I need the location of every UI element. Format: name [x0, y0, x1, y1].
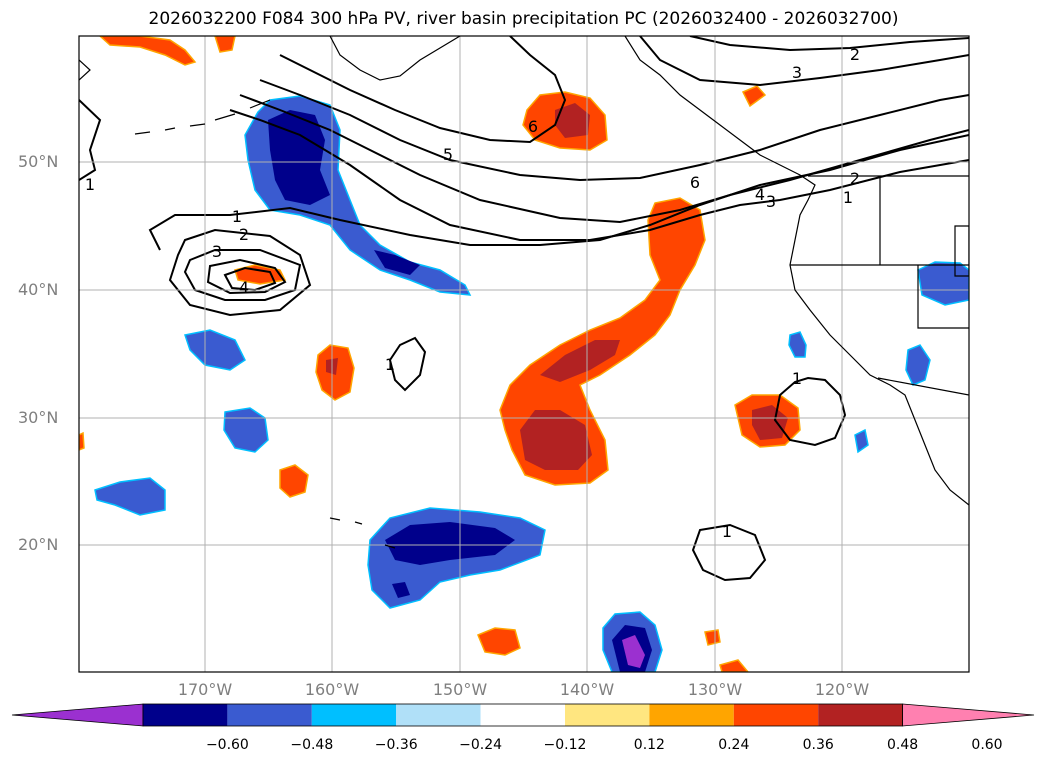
- colorbar-extend-high: [902, 703, 1035, 727]
- colorbar-extend-low: [11, 703, 144, 727]
- contour-label: 2: [850, 45, 860, 64]
- contour-label: 1: [722, 522, 732, 541]
- colorbar-cell: [143, 704, 228, 726]
- colorbar-cell: [565, 704, 650, 726]
- gridlines: [79, 36, 969, 672]
- contour-label: 3: [212, 242, 222, 261]
- contour-label: 2: [239, 225, 249, 244]
- colorbar-cell: [227, 704, 312, 726]
- lat-label: 40°N: [18, 280, 59, 299]
- contour-label: 5: [443, 145, 453, 164]
- lat-label: 50°N: [18, 152, 59, 171]
- contour-label: 1: [843, 188, 853, 207]
- colorbar-tick-label: 0.12: [633, 737, 665, 753]
- pv-contours: [79, 36, 969, 582]
- contour-label: 3: [792, 63, 802, 82]
- contour-label: 2: [850, 169, 860, 188]
- contour-label: 3: [766, 192, 776, 211]
- contour-label: 1: [385, 355, 395, 374]
- colorbar-tick-label: −0.60: [205, 737, 249, 753]
- colorbar-cell: [480, 704, 565, 726]
- colorbar-cell: [649, 704, 734, 726]
- map-plot: 1 2 3 4 5 6 6 4 3 1 2 3 2 1 1 1 1: [78, 35, 970, 673]
- contour-label: 1: [232, 207, 242, 226]
- colorbar-cell: [396, 704, 481, 726]
- contour-label: 1: [792, 369, 802, 388]
- colorbar-tick-label: −0.12: [543, 737, 587, 753]
- contour-labels: 1 2 3 4 5 6 6 4 3 1 2 3 2 1 1 1 1: [85, 45, 860, 541]
- lon-label: 170°W: [177, 680, 233, 699]
- colorbar-tick-label: 0.36: [802, 737, 834, 753]
- positive-pc-regions: [79, 36, 801, 672]
- colorbar-tick-label: −0.48: [290, 737, 334, 753]
- colorbar-tick-label: 0.48: [887, 737, 919, 753]
- lon-label: 150°W: [432, 680, 488, 699]
- contour-label: 6: [528, 117, 538, 136]
- negative-pc-regions: [94, 95, 969, 672]
- contour-label: 4: [755, 185, 765, 204]
- map-title: 2026032200 F084 300 hPa PV, river basin …: [148, 9, 899, 29]
- colorbar-tick-label: 0.60: [971, 737, 1003, 753]
- lon-label: 130°W: [687, 680, 743, 699]
- colorbar-tick-label: −0.24: [459, 737, 503, 753]
- contour-label: 6: [690, 173, 700, 192]
- lon-label: 160°W: [304, 680, 360, 699]
- colorbar-frame: [142, 703, 903, 727]
- lat-label: 30°N: [18, 408, 59, 427]
- colorbar-cell: [733, 704, 819, 726]
- colorbar-tick-label: −0.36: [374, 737, 418, 753]
- colorbar-tick-label: 0.24: [718, 737, 750, 753]
- coastlines: [79, 36, 969, 549]
- lon-label: 120°W: [814, 680, 870, 699]
- contour-label: 1: [85, 175, 95, 194]
- colorbar-cell: [818, 704, 903, 726]
- colorbar-cell: [311, 704, 397, 726]
- lon-label: 140°W: [559, 680, 615, 699]
- lat-label: 20°N: [18, 535, 59, 554]
- contour-label: 4: [239, 278, 249, 297]
